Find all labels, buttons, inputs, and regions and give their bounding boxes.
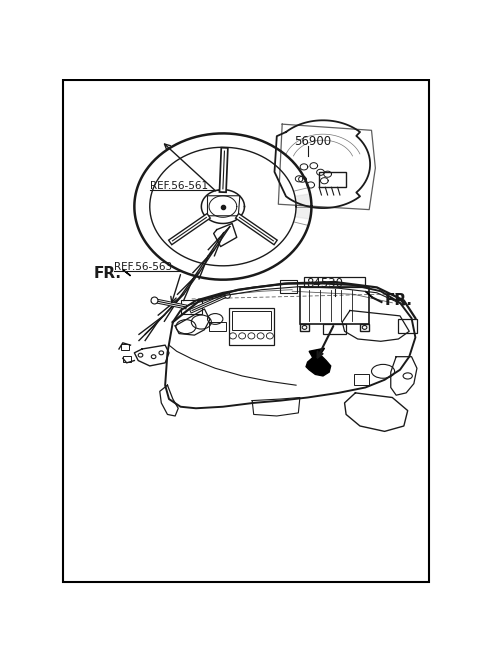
Text: REF.56-563: REF.56-563: [114, 262, 172, 272]
Bar: [229, 308, 274, 345]
Bar: [180, 300, 202, 314]
Bar: [304, 277, 365, 287]
Bar: [300, 287, 369, 323]
Text: FR.: FR.: [94, 266, 121, 281]
Polygon shape: [365, 291, 372, 297]
Bar: [323, 323, 346, 335]
Bar: [300, 323, 309, 331]
Text: FR.: FR.: [384, 293, 413, 308]
Bar: [398, 319, 417, 333]
Polygon shape: [123, 270, 131, 276]
Polygon shape: [309, 348, 324, 362]
Bar: [280, 281, 297, 293]
Polygon shape: [306, 356, 331, 376]
Text: REF.56-561: REF.56-561: [150, 181, 208, 191]
Bar: [360, 323, 369, 331]
Bar: [121, 344, 129, 350]
Bar: [354, 375, 369, 385]
Text: 84530: 84530: [306, 277, 343, 291]
Bar: [232, 311, 271, 330]
Text: 56900: 56900: [294, 135, 331, 148]
Bar: [319, 172, 346, 188]
Polygon shape: [295, 194, 312, 219]
Bar: [123, 356, 131, 362]
Bar: [209, 322, 226, 331]
